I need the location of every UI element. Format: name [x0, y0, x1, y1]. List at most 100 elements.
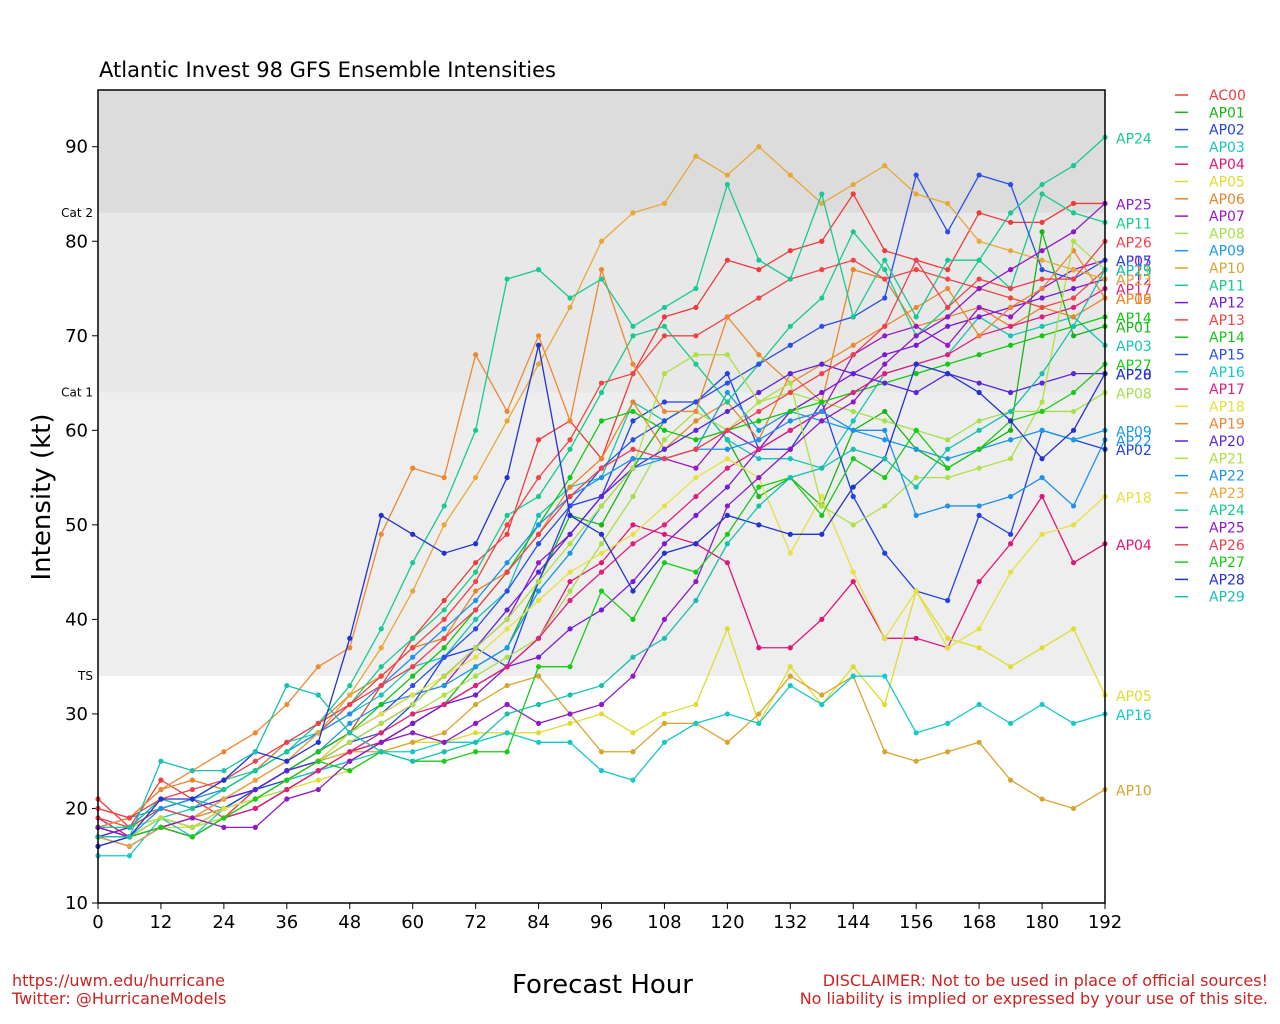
- data-point-ap27: [1070, 389, 1077, 396]
- data-point-ap26: [598, 465, 605, 471]
- data-point-ap11: [567, 446, 573, 452]
- data-point-ap28: [1039, 456, 1045, 462]
- data-point-ap27: [473, 749, 479, 755]
- data-point-ap25: [661, 616, 668, 622]
- data-point-ap05: [630, 730, 636, 736]
- data-point-ap24: [1007, 210, 1014, 216]
- data-point-ac00: [441, 597, 447, 604]
- data-point-ap01: [1007, 427, 1014, 433]
- data-point-ap29: [850, 446, 856, 452]
- data-point-ap21: [819, 503, 825, 509]
- data-point-ap17: [441, 701, 447, 708]
- data-point-ap27: [913, 427, 919, 433]
- data-point-ac00: [661, 314, 668, 320]
- data-point-ap29: [913, 484, 919, 490]
- x-tick-label: 60: [401, 912, 424, 933]
- plot-frame: [97, 89, 1106, 904]
- data-point-ap01: [882, 408, 888, 415]
- data-point-ap22: [787, 418, 793, 424]
- data-point-ap07: [945, 342, 951, 348]
- data-point-ap26: [126, 815, 133, 821]
- data-point-ap18: [1039, 531, 1045, 537]
- data-point-ap11: [473, 569, 479, 575]
- data-point-ap03: [724, 437, 730, 443]
- data-point-ap21: [787, 380, 793, 386]
- data-point-ap06: [630, 399, 636, 405]
- data-point-ap06: [1070, 314, 1077, 320]
- data-point-ap19: [441, 474, 447, 481]
- x-tick-label: 84: [527, 912, 550, 933]
- data-point-ap18: [1070, 522, 1077, 528]
- data-point-ap14: [441, 645, 447, 651]
- data-point-ap19: [473, 352, 479, 358]
- data-point-ap14: [976, 352, 982, 358]
- data-point-ap18: [693, 474, 699, 481]
- data-point-ap18: [787, 550, 793, 556]
- data-point-ap14: [315, 749, 321, 755]
- data-point-ap18: [567, 569, 573, 575]
- data-point-ap21: [189, 824, 196, 830]
- data-point-ap05: [945, 635, 951, 641]
- data-point-ap28: [1007, 418, 1014, 424]
- data-point-ap06: [567, 484, 573, 490]
- data-point-ap25: [850, 399, 856, 405]
- data-point-ap20: [787, 371, 793, 377]
- legend-entry-ap11: AP11: [1209, 278, 1245, 294]
- data-point-ap21: [535, 578, 542, 585]
- data-point-ap23: [1007, 248, 1014, 254]
- data-point-ap18: [819, 493, 825, 500]
- legend-entry-ap13: AP13: [1209, 313, 1245, 329]
- data-point-ap08: [473, 673, 479, 679]
- band-label-cat-1: Cat 1: [61, 386, 93, 400]
- data-point-ap17: [724, 465, 730, 471]
- end-label-ap03: AP03: [1116, 339, 1152, 355]
- data-point-ap25: [504, 701, 510, 708]
- data-point-ap09: [441, 682, 447, 689]
- data-point-ap02: [976, 512, 982, 519]
- data-point-ap26: [567, 493, 573, 500]
- data-point-ap11: [378, 664, 384, 670]
- data-point-ap10: [473, 701, 479, 708]
- legend-entry-ap21: AP21: [1209, 451, 1245, 467]
- data-point-ap27: [347, 768, 353, 774]
- x-tick-label: 36: [275, 912, 298, 933]
- data-point-ap26: [756, 408, 762, 415]
- data-point-ap27: [535, 664, 542, 670]
- data-point-ap05: [1070, 626, 1077, 632]
- data-point-ap26: [976, 276, 982, 282]
- data-point-ap29: [473, 739, 479, 745]
- data-point-ap04: [661, 531, 668, 537]
- data-point-ac00: [1039, 219, 1045, 225]
- data-point-ap27: [945, 465, 951, 471]
- data-point-ap21: [661, 371, 668, 377]
- source-url-link[interactable]: https://uwm.edu/hurricane: [12, 971, 225, 990]
- data-point-ap18: [724, 456, 730, 462]
- data-point-ap26: [630, 446, 636, 452]
- data-point-ap17: [410, 711, 416, 717]
- data-point-ap05: [882, 701, 888, 708]
- data-point-ap27: [661, 560, 668, 566]
- data-point-ap06: [189, 777, 196, 783]
- data-point-ap14: [693, 437, 699, 443]
- data-point-ap16: [882, 673, 888, 679]
- data-point-ap04: [567, 578, 573, 585]
- data-point-ap25: [1039, 248, 1045, 254]
- data-point-ap18: [410, 692, 416, 698]
- data-point-ap26: [787, 389, 793, 396]
- data-point-ap15: [882, 295, 888, 301]
- data-point-ap27: [158, 824, 164, 830]
- data-point-ap24: [976, 257, 982, 263]
- data-point-ap20: [913, 389, 919, 396]
- data-point-ap22: [819, 408, 825, 415]
- data-point-ap28: [189, 796, 196, 802]
- data-point-ap24: [819, 191, 825, 197]
- y-tick-label: 30: [65, 704, 88, 725]
- data-point-ap23: [819, 200, 825, 207]
- data-point-ap24: [252, 768, 258, 774]
- data-point-ap22: [630, 456, 636, 462]
- data-point-ap01: [1070, 333, 1077, 339]
- data-point-ap05: [693, 701, 699, 708]
- data-point-ap13: [535, 474, 542, 481]
- data-point-ap29: [126, 834, 133, 840]
